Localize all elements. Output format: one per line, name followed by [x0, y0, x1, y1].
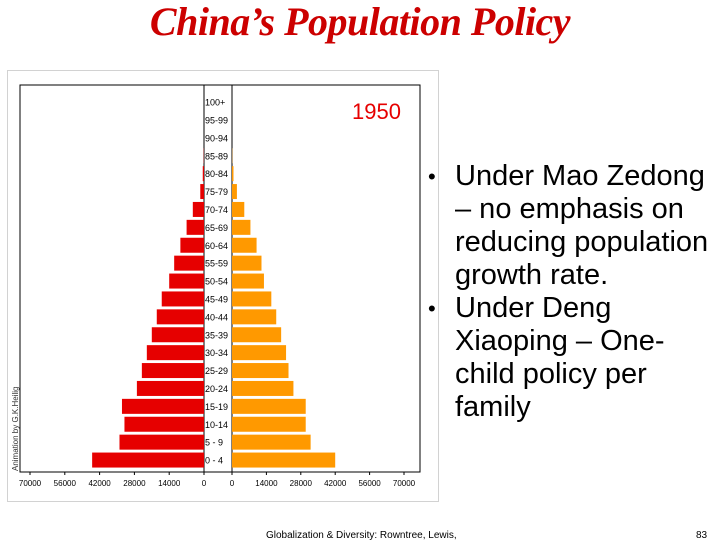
bullet-item: • Under Mao Zedong – no emphasis on redu… [422, 160, 718, 292]
page-number: 83 [696, 530, 707, 541]
female-bar [232, 453, 335, 468]
female-bar [232, 345, 286, 360]
age-group-label: 20-24 [205, 384, 228, 394]
female-bar [232, 363, 289, 378]
ticks-group: 70000 56000 42000 28000 14000 0 0 14000 28000 420… [19, 472, 416, 488]
bullet-list: • Under Mao Zedong – no emphasis on redu… [422, 160, 718, 424]
left-tick-label: 28000 [123, 479, 146, 488]
female-bar [232, 166, 233, 181]
age-group-label: 90-94 [205, 133, 228, 143]
male-bar [124, 417, 204, 432]
age-group-label: 45-49 [205, 294, 228, 304]
left-tick-label: 14000 [158, 479, 181, 488]
left-tick-label: 70000 [19, 479, 42, 488]
age-group-label: 85-89 [205, 151, 228, 161]
male-bar [162, 291, 204, 306]
male-bar [122, 399, 204, 414]
year-label: 1950 [352, 99, 401, 124]
male-bar [193, 202, 204, 217]
female-bar [232, 220, 250, 235]
bullet-dot-icon: • [428, 292, 436, 325]
male-bar [157, 309, 204, 324]
female-bar [232, 417, 306, 432]
male-bar [169, 274, 204, 289]
male-bar [119, 435, 204, 450]
left-tick-label: 0 [202, 479, 207, 488]
female-bar [232, 238, 257, 253]
female-bar [232, 309, 276, 324]
age-group-label: 60-64 [205, 241, 228, 251]
male-bar [147, 345, 204, 360]
male-bar [152, 327, 204, 342]
female-bar [232, 274, 264, 289]
male-bar [92, 453, 204, 468]
age-group-label: 25-29 [205, 366, 228, 376]
bullet-item: • Under Deng Xiaoping – One-child policy… [422, 292, 718, 424]
right-tick-label: 0 [230, 479, 235, 488]
male-bar [174, 256, 204, 271]
female-bar [232, 256, 261, 271]
population-pyramid-panel: 1950 Animation by G.K.Heilig 0 - 4 5 - 9 1… [7, 70, 439, 502]
footer-citation: Globalization & Diversity: Rowntree, Lew… [266, 530, 457, 541]
age-group-label: 95-99 [205, 115, 228, 125]
population-pyramid-chart: 1950 Animation by G.K.Heilig 0 - 4 5 - 9 1… [8, 71, 438, 501]
age-group-label: 40-44 [205, 312, 228, 322]
age-group-label: 75-79 [205, 187, 228, 197]
left-tick-label: 56000 [54, 479, 77, 488]
male-bar [180, 238, 204, 253]
age-group-label: 10-14 [205, 420, 228, 430]
female-bar [232, 435, 311, 450]
age-group-label: 50-54 [205, 277, 228, 287]
bullet-dot-icon: • [428, 160, 436, 193]
age-group-label: 80-84 [205, 169, 228, 179]
bullet-text: Under Mao Zedong – no emphasis on reduci… [455, 160, 708, 291]
right-tick-label: 56000 [358, 479, 381, 488]
age-group-label: 100+ [205, 98, 225, 108]
right-tick-label: 42000 [324, 479, 347, 488]
female-bar [232, 184, 237, 199]
right-tick-label: 14000 [255, 479, 278, 488]
age-group-label: 0 - 4 [205, 456, 223, 466]
left-tick-label: 42000 [88, 479, 111, 488]
age-group-label: 15-19 [205, 402, 228, 412]
age-group-label: 70-74 [205, 205, 228, 215]
age-group-label: 30-34 [205, 348, 228, 358]
male-bar [200, 184, 204, 199]
male-bar [203, 166, 204, 181]
animation-credit-label: Animation by G.K.Heilig [11, 387, 20, 471]
age-group-label: 65-69 [205, 223, 228, 233]
female-bar [232, 291, 271, 306]
bullet-text: Under Deng Xiaoping – One-child policy p… [455, 292, 665, 423]
slide-title: China’s Population Policy [0, 0, 720, 48]
age-group-label: 35-39 [205, 330, 228, 340]
age-group-label: 5 - 9 [205, 438, 223, 448]
male-bar [187, 220, 204, 235]
female-bar [232, 399, 306, 414]
female-bar [232, 381, 293, 396]
age-labels-group: 0 - 4 5 - 9 10-14 15-19 20-24 25-29 30-34 35-39… [205, 98, 228, 466]
female-bar [232, 202, 244, 217]
male-bar [142, 363, 204, 378]
age-group-label: 55-59 [205, 259, 228, 269]
right-tick-label: 28000 [290, 479, 313, 488]
male-bar [137, 381, 204, 396]
right-tick-label: 70000 [393, 479, 416, 488]
female-bar [232, 327, 281, 342]
